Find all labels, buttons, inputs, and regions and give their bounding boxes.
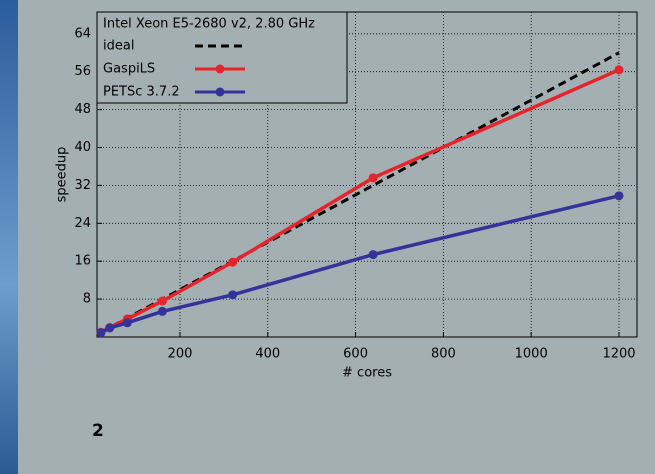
data-point [96, 328, 106, 338]
x-tick-label: 1200 [602, 347, 635, 362]
x-tick-label: 1000 [515, 347, 548, 362]
data-point [614, 65, 624, 75]
legend-title: Intel Xeon E5-2680 v2, 2.80 GHz [103, 17, 315, 32]
y-tick-label: 32 [74, 178, 91, 193]
x-axis-label: # cores [342, 366, 392, 381]
series-line [100, 68, 620, 334]
data-point [105, 323, 115, 333]
x-tick-label: 200 [168, 347, 193, 362]
y-tick-label: 56 [74, 64, 91, 79]
legend-label: ideal [103, 39, 134, 54]
legend-label: GaspiLS [103, 62, 155, 77]
y-tick-label: 8 [83, 292, 91, 307]
y-tick-label: 48 [74, 102, 91, 117]
legend-marker [215, 87, 225, 97]
data-point [157, 306, 167, 316]
plot-area [96, 11, 638, 338]
y-tick-label: 64 [74, 26, 91, 41]
series-line [100, 194, 620, 335]
data-point [228, 257, 238, 267]
x-tick-label: 600 [343, 347, 368, 362]
decor-strip [0, 0, 18, 474]
x-tick-label: 400 [255, 347, 280, 362]
y-tick-label: 16 [74, 254, 91, 269]
data-point [368, 250, 378, 260]
data-point [614, 191, 624, 201]
y-tick-label: 40 [74, 140, 91, 155]
legend-label: PETSc 3.7.2 [103, 85, 180, 100]
data-point [228, 290, 238, 300]
y-tick-label: 24 [74, 216, 91, 231]
x-tick-label: 800 [431, 347, 456, 362]
legend-marker [215, 64, 225, 74]
y-axis-label: speedup [55, 147, 70, 203]
legend-box [96, 11, 348, 104]
page-number: 2 [92, 421, 104, 441]
data-point [122, 318, 132, 328]
data-point [157, 296, 167, 306]
data-point [368, 173, 378, 183]
